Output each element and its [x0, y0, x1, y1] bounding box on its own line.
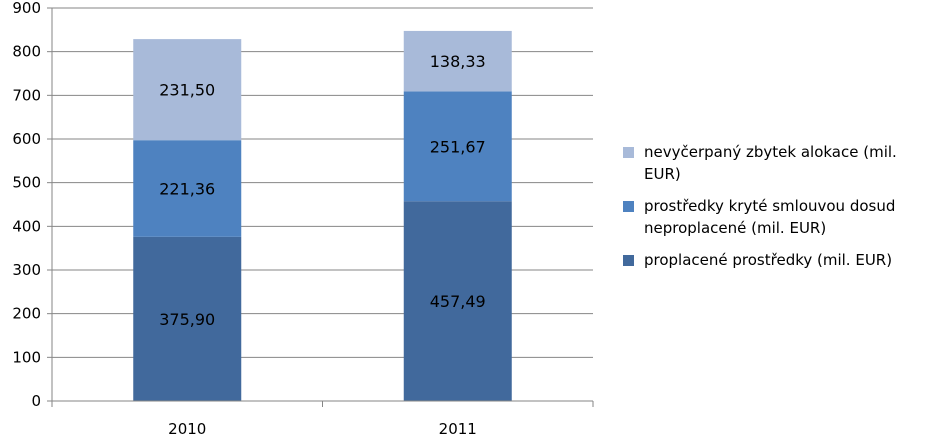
y-tick-label: 900	[12, 0, 41, 17]
axes: 0 100 200 300 400 500 600 700 800 900 2010 2011	[12, 0, 594, 438]
x-tick-label: 2010	[168, 420, 206, 438]
legend-label: nevyčerpaný zbytek alokace (mil. EUR)	[644, 143, 897, 183]
bar-segment	[133, 39, 242, 141]
data-label: 231,50	[159, 81, 215, 100]
gridlines	[52, 7, 593, 358]
y-tick-label: 100	[12, 348, 41, 366]
bar-segment	[403, 91, 512, 202]
legend-label: prostředky kryté smlouvou dosud nepropla…	[644, 197, 896, 237]
y-tick-label: 400	[12, 217, 41, 235]
bar-segment	[133, 140, 242, 237]
y-tick-label: 800	[12, 43, 41, 61]
y-tick-label: 500	[12, 174, 41, 192]
data-label: 457,49	[430, 292, 486, 311]
y-tick-label: 700	[12, 86, 41, 104]
y-tick-label: 600	[12, 130, 41, 148]
legend-item: nevyčerpaný zbytek alokace (mil. EUR)	[622, 141, 922, 185]
bar-segment	[403, 201, 512, 401]
legend: nevyčerpaný zbytek alokace (mil. EUR) pro…	[622, 141, 922, 281]
bar-segment	[133, 236, 242, 401]
data-label: 251,67	[430, 137, 486, 156]
legend-swatch	[623, 255, 634, 266]
legend-swatch	[623, 147, 634, 158]
legend-item: prostředky kryté smlouvou dosud nepropla…	[622, 195, 922, 239]
legend-item: proplacené prostředky (mil. EUR)	[622, 249, 922, 271]
legend-swatch	[623, 201, 634, 212]
y-tick-label: 0	[31, 392, 41, 410]
y-tick-label: 300	[12, 261, 41, 279]
x-tick-label: 2011	[439, 420, 477, 438]
bar-segment	[403, 30, 512, 92]
data-label: 221,36	[159, 180, 215, 199]
bars	[133, 30, 512, 401]
y-tick-label: 200	[12, 305, 41, 323]
data-label: 375,90	[159, 310, 215, 329]
data-labels: 375,90 221,36 231,50 457,49 251,67 138,33	[159, 52, 485, 329]
legend-label: proplacené prostředky (mil. EUR)	[644, 251, 893, 269]
data-label: 138,33	[430, 52, 486, 71]
